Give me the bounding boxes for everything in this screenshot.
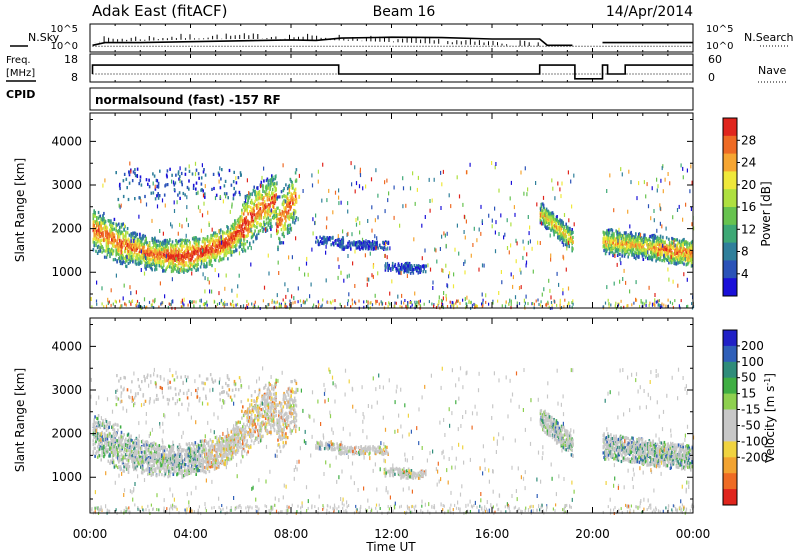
colorbar-cell bbox=[723, 441, 737, 458]
ytick-label: 1000 bbox=[51, 470, 82, 484]
axis-ticks bbox=[89, 318, 694, 513]
velocity-panel: 1000 2000 3000 4000 00:00 04:00 08:00 12:00 16:0… bbox=[13, 317, 711, 554]
series-line-0 bbox=[92, 36, 693, 47]
nsearch-label: N.Search bbox=[744, 31, 794, 44]
colorbar-cell bbox=[723, 135, 737, 155]
nave-label: Nave bbox=[758, 64, 786, 77]
date-title: 14/Apr/2014 bbox=[606, 4, 693, 20]
colorbar-cell bbox=[723, 171, 737, 190]
beam-title: Beam 16 bbox=[373, 4, 436, 20]
xtick-label: 12:00 bbox=[374, 527, 409, 541]
nsky-label: N.Sky bbox=[28, 31, 60, 44]
power-cbar-label: Power [dB] bbox=[759, 181, 773, 246]
colorbar-cell bbox=[723, 153, 737, 172]
velocity-cbar-tick: 50 bbox=[741, 371, 756, 385]
cpid-box bbox=[89, 87, 694, 111]
ytick-label: 4000 bbox=[51, 134, 82, 148]
colorbar-cell bbox=[723, 278, 737, 297]
xtick-label: 04:00 bbox=[173, 527, 208, 541]
power-cbar-tick: 24 bbox=[741, 156, 756, 170]
xtick-label: 16:00 bbox=[475, 527, 510, 541]
power-cbar-tick: 28 bbox=[741, 133, 756, 147]
xtick-label: 00:00 bbox=[676, 527, 711, 541]
time-xlabel: Time UT bbox=[365, 540, 416, 554]
colorbar-cell bbox=[723, 457, 737, 474]
colorbar-cell bbox=[723, 224, 737, 244]
ytick-label: 3000 bbox=[51, 383, 82, 397]
colorbar-cell bbox=[723, 425, 737, 442]
velocity-cbar-tick: -15 bbox=[741, 403, 761, 417]
power-ylabel: Slant Range [km] bbox=[13, 158, 27, 262]
power-cbar-tick: 4 bbox=[741, 267, 749, 281]
colorbar-cell bbox=[723, 242, 737, 261]
colorbar-cell bbox=[723, 473, 737, 490]
colorbar-cell bbox=[723, 409, 737, 426]
colorbar-cell bbox=[723, 189, 737, 208]
velocity-cbar-tick: 15 bbox=[741, 387, 756, 401]
velocity-cbar-tick: 100 bbox=[741, 355, 764, 369]
colorbar-cell bbox=[723, 393, 737, 410]
colorbar-cell bbox=[723, 207, 737, 226]
freq-label: Freq. bbox=[6, 55, 31, 66]
xtick-label: 08:00 bbox=[274, 527, 309, 541]
noise-left-tick-bottom: 10^0 bbox=[51, 41, 78, 52]
noise-strip: N.Sky N.Search 10^5 10^0 10^5 10^0 bbox=[10, 23, 794, 53]
ytick-label: 3000 bbox=[51, 178, 82, 192]
velocity-cbar-tick: 200 bbox=[741, 339, 764, 353]
velocity-cbar-tick: -100 bbox=[741, 434, 768, 448]
colorbar-cell bbox=[723, 330, 737, 347]
velocity-colorbar: 200 100 50 15 -15 -50-100 -200 Velocity [m s-1… bbox=[722, 329, 778, 506]
colorbar-cell bbox=[723, 260, 737, 279]
freq-left-tick-top: 18 bbox=[64, 53, 78, 66]
noise-right-tick-bottom: 10^0 bbox=[706, 41, 733, 52]
power-cbar-tick: 8 bbox=[741, 245, 749, 259]
freq-unit-label: [MHz] bbox=[6, 68, 35, 79]
axis-ticks bbox=[89, 113, 694, 308]
power-colorbar: 4 8 12 16 20 24 28 Power [dB] bbox=[722, 117, 773, 297]
velocity-cbar-label: Velocity [m s-1] bbox=[763, 373, 778, 463]
noise-spikes bbox=[94, 33, 539, 47]
station-title: Adak East (fitACF) bbox=[92, 2, 227, 20]
noise-right-tick-top: 10^5 bbox=[706, 24, 733, 35]
power-panel: 1000 2000 3000 4000 Slant Range [km] bbox=[13, 112, 695, 310]
ytick-label: 2000 bbox=[51, 222, 82, 236]
power-cbar-tick: 12 bbox=[741, 222, 756, 236]
freq-left-tick-bottom: 8 bbox=[71, 71, 78, 84]
cpid-text: normalsound (fast) -157 RF bbox=[95, 93, 281, 107]
freq-right-tick-bottom: 0 bbox=[708, 71, 715, 84]
colorbar-cell bbox=[723, 489, 737, 506]
colorbar-cell bbox=[723, 118, 737, 137]
series-line-0 bbox=[91, 64, 693, 80]
ytick-label: 4000 bbox=[51, 339, 82, 353]
velocity-cbar-tick: -200 bbox=[741, 450, 768, 464]
velocity-cbar-tick: -50 bbox=[741, 419, 761, 433]
freq-nave-strip: Freq. [MHz] CPID Nave 18 8 60 0 bbox=[6, 53, 786, 101]
ytick-label: 1000 bbox=[51, 265, 82, 279]
power-cbar-tick: 16 bbox=[741, 200, 756, 214]
velocity-ylabel: Slant Range [km] bbox=[13, 368, 27, 472]
cpid-label: CPID bbox=[6, 88, 35, 101]
xtick-label: 00:00 bbox=[73, 527, 108, 541]
noise-left-tick-top: 10^5 bbox=[51, 24, 78, 35]
ytick-label: 2000 bbox=[51, 427, 82, 441]
colorbar-cell bbox=[723, 377, 737, 395]
colorbar-cell bbox=[723, 345, 737, 363]
power-cbar-tick: 20 bbox=[741, 178, 756, 192]
xtick-label: 20:00 bbox=[575, 527, 610, 541]
freq-right-tick-top: 60 bbox=[708, 53, 722, 66]
colorbar-cell bbox=[723, 361, 737, 379]
